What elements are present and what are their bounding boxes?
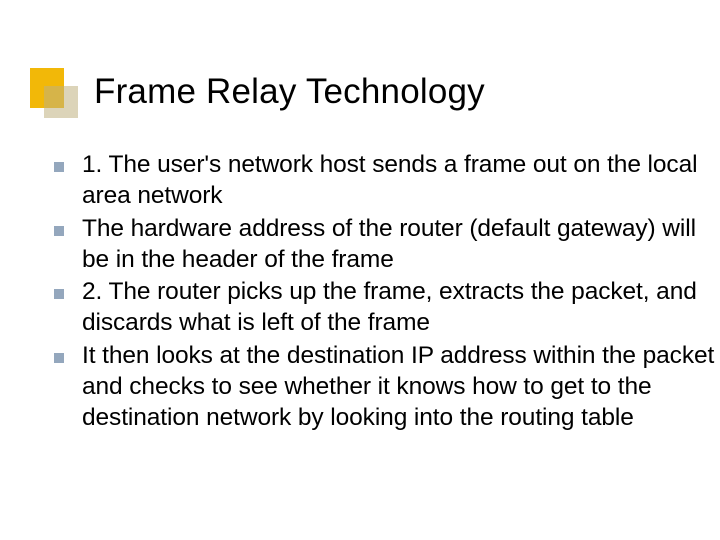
bullet-icon — [54, 353, 64, 363]
list-item: 1. The user's network host sends a frame… — [48, 150, 718, 212]
bullet-icon — [54, 226, 64, 236]
bullet-list: 1. The user's network host sends a frame… — [48, 150, 718, 436]
list-item: The hardware address of the router (defa… — [48, 214, 718, 276]
bullet-text: 2. The router picks up the frame, extrac… — [82, 277, 718, 339]
bullet-text: The hardware address of the router (defa… — [82, 214, 718, 276]
bullet-icon — [54, 289, 64, 299]
bullet-text: It then looks at the destination IP addr… — [82, 341, 718, 434]
slide-title: Frame Relay Technology — [94, 72, 485, 112]
bullet-text: 1. The user's network host sends a frame… — [82, 150, 718, 212]
list-item: 2. The router picks up the frame, extrac… — [48, 277, 718, 339]
list-item: It then looks at the destination IP addr… — [48, 341, 718, 434]
bullet-icon — [54, 162, 64, 172]
title-decoration — [30, 68, 78, 116]
decoration-square-front — [44, 86, 78, 118]
